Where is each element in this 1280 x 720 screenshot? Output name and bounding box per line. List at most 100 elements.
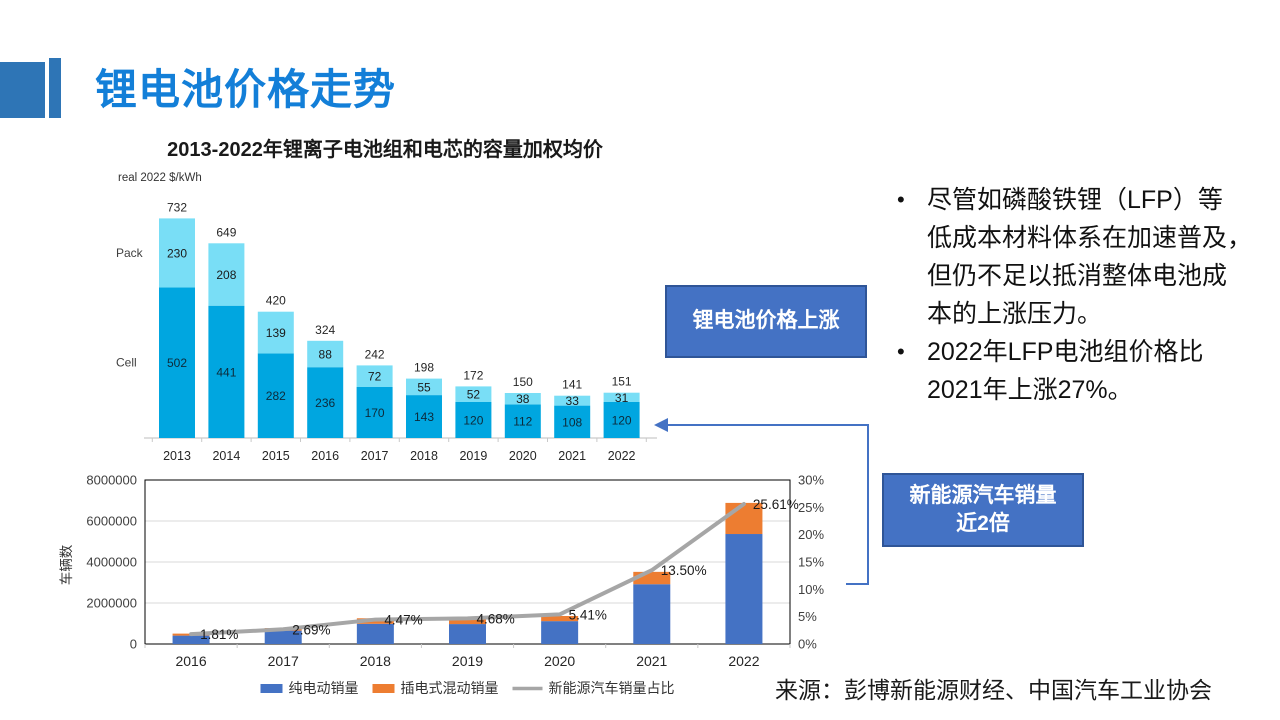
nev-sales-chart: 0 2000000 4000000 6000000 8000000 0% 5% 10% 15% 2… [58, 473, 824, 697]
total-label: 324 [315, 323, 335, 337]
line-data-label: 13.50% [661, 563, 707, 578]
line-data-label: 25.61% [753, 497, 799, 512]
year-tick-label: 2020 [544, 653, 575, 669]
legend-label: 插电式混动销量 [401, 680, 499, 696]
year-tick-label: 2014 [212, 449, 240, 463]
pack-bar-segment [504, 393, 541, 405]
right-axis-tick-label: 20% [798, 527, 824, 542]
unit-label: real 2022 $/kWh [118, 172, 202, 184]
year-tick-label: 2021 [558, 449, 586, 463]
callout-text-line2: 近2倍 [956, 512, 1010, 535]
y-axis-title: 车辆数 [58, 544, 74, 585]
cell-bar-segment [554, 405, 591, 438]
cell-bar-segment [257, 353, 294, 438]
cell-bar-segment [406, 395, 442, 438]
legend-swatch-icon [372, 684, 395, 693]
title-accent-bar-icon [49, 58, 61, 118]
year-tick-label: 2019 [452, 653, 483, 669]
pack-value-label: 31 [615, 391, 629, 405]
pack-value-label: 208 [216, 268, 236, 282]
year-tick-label: 2020 [509, 449, 537, 463]
year-tick-label: 2016 [175, 653, 206, 669]
bullet-item: • 2022年LFP电池组价格比 2021年上涨27%。 [897, 333, 1253, 409]
total-label: 649 [216, 225, 236, 239]
cell-axis-label: Cell [116, 356, 137, 370]
bev-bar [356, 623, 394, 644]
pack-bar-segment [406, 378, 442, 396]
page-title: 锂电池价格走势 [95, 66, 397, 113]
pack-axis-label: Pack [116, 246, 144, 260]
line-data-label: 2.69% [292, 622, 330, 637]
legend-label: 纯电动销量 [289, 680, 359, 696]
bev-bar [264, 630, 302, 644]
year-tick-label: 2015 [262, 449, 290, 463]
pack-bar-segment [159, 218, 195, 288]
year-tick-label: 2019 [459, 449, 487, 463]
pack-bar-segment [603, 392, 640, 402]
cell-value-label: 502 [167, 356, 187, 370]
cell-bar-segment [307, 367, 344, 438]
year-tick-label: 2017 [361, 449, 389, 463]
cell-value-label: 143 [414, 410, 434, 424]
year-tick-label: 2022 [608, 449, 636, 463]
right-axis-tick-label: 0% [798, 637, 817, 652]
chart-title: 2013-2022年锂离子电池组和电芯的容量加权均价 [167, 137, 604, 161]
right-axis-tick-label: 10% [798, 582, 824, 597]
pack-value-label: 88 [319, 348, 333, 362]
cell-value-label: 236 [315, 396, 335, 410]
pack-value-label: 52 [467, 388, 481, 402]
cell-value-label: 120 [463, 414, 483, 428]
year-tick-label: 2017 [268, 653, 299, 669]
cell-bar-segment [159, 287, 195, 438]
pack-value-label: 230 [167, 246, 187, 260]
year-tick-label: 2016 [311, 449, 339, 463]
total-label: 242 [365, 347, 385, 361]
callout-nev-sales: 新能源汽车销量 近2倍 [882, 473, 1084, 547]
bev-bar [725, 534, 763, 644]
pack-bar-segment [455, 386, 492, 402]
line-data-label: 5.41% [569, 607, 607, 622]
phev-bar [725, 502, 763, 535]
bullet-text: 尽管如磷酸铁锂（LFP）等 低成本材料体系在加速普及， 但仍不足以抵消整体电池成 本的… [927, 186, 1253, 328]
pack-bar-segment [307, 340, 344, 368]
pack-value-label: 72 [368, 370, 382, 384]
year-tick-label: 2018 [410, 449, 438, 463]
left-axis-tick-label: 6000000 [86, 514, 137, 529]
bev-bar [633, 584, 671, 644]
total-label: 198 [414, 361, 434, 375]
bev-bar [172, 635, 210, 644]
battery-price-chart: 2013-2022年锂离子电池组和电芯的容量加权均价 real 2022 $/kW… [116, 137, 657, 463]
left-axis-tick-label: 0 [130, 637, 137, 652]
bev-bar [449, 624, 486, 644]
phev-bar [541, 615, 579, 622]
source-note: 来源：彭博新能源财经、中国汽车工业协会 [775, 677, 1212, 703]
cell-value-label: 441 [216, 365, 236, 379]
bullet-text: 2022年LFP电池组价格比 2021年上涨27%。 [927, 338, 1204, 404]
phev-bar [449, 619, 486, 625]
right-axis-tick-label: 25% [798, 500, 824, 515]
left-axis-tick-label: 4000000 [86, 555, 137, 570]
cell-value-label: 170 [365, 406, 385, 420]
callout-text-line1: 新能源汽车销量 [909, 483, 1057, 507]
callout-text: 锂电池价格上涨 [692, 309, 840, 333]
total-label: 151 [612, 375, 632, 389]
bev-bar [541, 621, 579, 644]
pack-value-label: 139 [266, 326, 286, 340]
cell-bar-segment [504, 404, 541, 438]
right-axis-tick-label: 5% [798, 609, 817, 624]
pack-bar-segment [356, 365, 393, 387]
right-axis-tick-label: 30% [798, 473, 824, 488]
pack-bar-segment [554, 395, 591, 406]
year-tick-label: 2022 [728, 653, 759, 669]
bullet-marker-icon: • [897, 339, 905, 364]
cell-value-label: 282 [266, 389, 286, 403]
total-label: 732 [167, 200, 187, 214]
year-tick-label: 2021 [636, 653, 667, 669]
cell-bar-segment [603, 402, 640, 438]
pack-value-label: 33 [566, 394, 580, 408]
legend-label: 新能源汽车销量占比 [549, 680, 675, 696]
bullet-item: • 尽管如磷酸铁锂（LFP）等 低成本材料体系在加速普及， 但仍不足以抵消整体电池成本… [897, 181, 1253, 333]
line-data-label: 4.68% [477, 611, 515, 626]
cell-bar-segment [455, 402, 492, 438]
